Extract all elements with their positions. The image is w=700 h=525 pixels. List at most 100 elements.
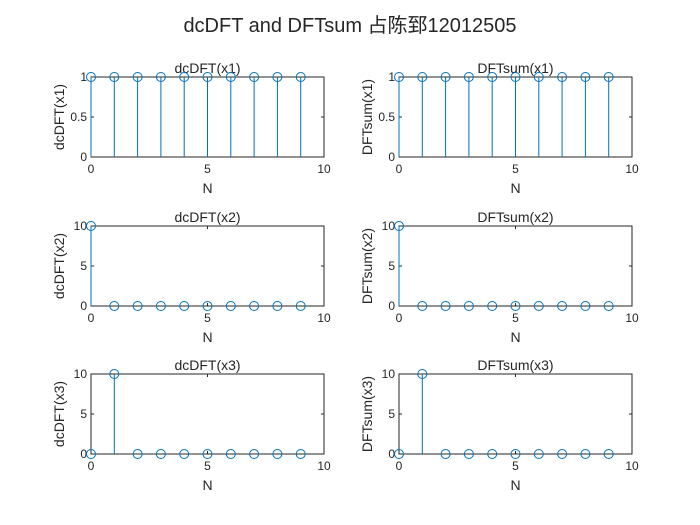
x-tick-label: 0: [88, 459, 95, 473]
x-tick-label: 5: [204, 162, 211, 176]
axes-box: [398, 225, 633, 307]
stem-marker: [580, 72, 591, 82]
x-tick-label: 0: [88, 162, 95, 176]
stem-marker: [86, 72, 96, 82]
stem-marker: [487, 449, 498, 459]
y-tick-label: 5: [80, 407, 87, 421]
stem-marker: [109, 369, 120, 379]
figure-title: dcDFT and DFTsum 占陈郅12012505: [183, 14, 516, 37]
stem-marker: [132, 301, 143, 311]
stem-marker: [272, 72, 283, 82]
y-tick-label: 0: [80, 299, 87, 313]
y-tick-label: 10: [74, 219, 88, 233]
y-axis-label: DFTsum(x2): [359, 228, 375, 304]
y-tick-label: 0.5: [378, 110, 395, 124]
stem-marker: [86, 221, 96, 231]
y-axis-label: dcDFT(x1): [51, 84, 67, 150]
y-tick-label: 5: [80, 259, 87, 273]
subplot-6: 0 5 10 0 5 10 DFTsum(x3) N DFTsum(x3): [359, 357, 639, 493]
stem-marker: [225, 449, 236, 459]
y-tick-label: 0: [80, 150, 87, 164]
stem-marker: [225, 72, 236, 82]
subplot-title: dcDFT(x1): [174, 60, 240, 76]
stem-marker: [202, 72, 213, 82]
y-tick-label: 0: [388, 299, 395, 313]
stem-marker: [487, 301, 498, 311]
x-tick-label: 10: [317, 459, 331, 473]
stem-marker: [155, 301, 166, 311]
stem-marker: [417, 369, 428, 379]
x-axis-label: N: [510, 180, 520, 196]
y-tick-label: 1: [80, 70, 87, 84]
x-tick-label: 10: [317, 162, 331, 176]
y-axis-label: DFTsum(x3): [359, 376, 375, 452]
subplot-4: 0 5 10 0 5 10 DFTsum(x2) N DFTsum(x2): [359, 209, 639, 345]
y-tick-label: 0.5: [70, 110, 87, 124]
stem-marker: [394, 72, 404, 82]
subplot-title: DFTsum(x3): [477, 357, 553, 373]
x-tick-label: 5: [512, 311, 519, 325]
stem-marker: [603, 72, 614, 82]
stem-marker: [603, 301, 614, 311]
stem-marker: [417, 301, 428, 311]
subplot-2: 0 5 10 0 0.5 1 DFTsum(x1) N DFTsum(x1): [359, 60, 639, 196]
stem-marker: [109, 301, 120, 311]
stem-marker: [132, 72, 143, 82]
axes-box: [90, 225, 325, 307]
stem-marker: [440, 449, 451, 459]
stem-marker: [179, 72, 190, 82]
x-axis-label: N: [510, 329, 520, 345]
stem-marker: [202, 301, 213, 311]
stem-marker: [295, 449, 306, 459]
y-tick-label: 5: [388, 259, 395, 273]
stem-marker: [487, 72, 498, 82]
stem-marker: [155, 449, 166, 459]
stem-marker: [295, 301, 306, 311]
stem-marker: [463, 301, 474, 311]
stem-marker: [394, 221, 404, 231]
x-tick-label: 10: [625, 162, 639, 176]
stem-marker: [557, 301, 568, 311]
y-tick-label: 10: [382, 219, 396, 233]
y-tick-label: 10: [74, 367, 88, 381]
y-tick-label: 0: [388, 150, 395, 164]
stem-marker: [510, 449, 521, 459]
stem-marker: [440, 301, 451, 311]
x-tick-label: 5: [512, 162, 519, 176]
stem-marker: [463, 72, 474, 82]
x-tick-label: 10: [317, 311, 331, 325]
x-axis-label: N: [202, 477, 212, 493]
stem-marker: [417, 72, 428, 82]
x-tick-label: 10: [625, 311, 639, 325]
stem-marker: [249, 449, 260, 459]
stem-marker: [249, 301, 260, 311]
y-tick-label: 1: [388, 70, 395, 84]
x-axis-label: N: [202, 180, 212, 196]
y-tick-label: 10: [382, 367, 396, 381]
stem-marker: [533, 72, 544, 82]
axes-box: [398, 373, 633, 455]
stem-marker: [557, 72, 568, 82]
stem-marker: [510, 301, 521, 311]
axes-box: [90, 373, 325, 455]
stem-marker: [295, 72, 306, 82]
stem-marker: [272, 449, 283, 459]
stem-marker: [557, 449, 568, 459]
subplot-title: dcDFT(x2): [174, 209, 240, 225]
stem-marker: [603, 449, 614, 459]
stem-marker: [179, 449, 190, 459]
x-tick-label: 5: [204, 459, 211, 473]
stem-marker: [202, 449, 213, 459]
y-tick-label: 5: [388, 407, 395, 421]
stem-marker: [272, 301, 283, 311]
stem-marker: [132, 449, 143, 459]
stem-marker: [249, 72, 260, 82]
stem-marker: [155, 72, 166, 82]
x-tick-label: 0: [396, 311, 403, 325]
x-tick-label: 5: [204, 311, 211, 325]
